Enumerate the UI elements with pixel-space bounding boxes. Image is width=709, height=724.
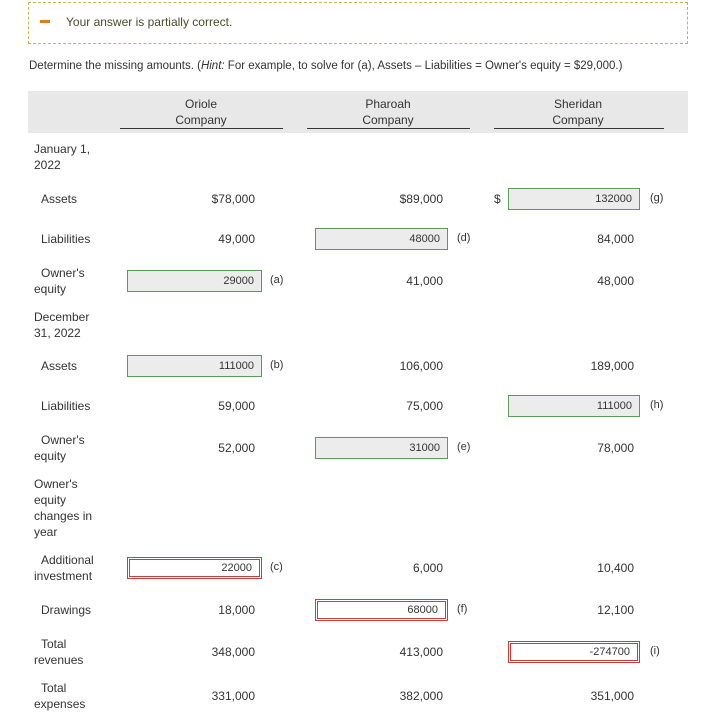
answer-input[interactable]: 68000 — [315, 599, 448, 621]
column-header: Oriole Company — [175, 97, 227, 127]
row-label: Liabilities — [41, 232, 91, 246]
amount: 6,000 — [412, 561, 443, 575]
amount: 12,100 — [597, 603, 634, 617]
answer-tag: (h) — [650, 399, 664, 411]
answer-input[interactable]: 22000 — [127, 557, 262, 579]
answer-tag: (i) — [650, 645, 660, 657]
column-header: Pharoah Company — [362, 97, 414, 127]
amount: 348,000 — [211, 645, 255, 659]
row-label: Owner's equity — [34, 433, 85, 463]
amount: $78,000 — [211, 192, 255, 206]
answer-input[interactable]: 29000 — [127, 270, 262, 292]
answer-input[interactable]: 111000 — [508, 395, 640, 417]
amount: 18,000 — [218, 603, 255, 617]
partial-icon — [40, 20, 50, 23]
section-label: January 1, 2022 — [34, 142, 91, 172]
amount: 52,000 — [218, 441, 255, 455]
answer-input[interactable]: -274700 — [508, 641, 640, 663]
feedback-text: Your answer is partially correct. — [66, 15, 233, 29]
amount: 49,000 — [218, 232, 255, 246]
currency-sign: $ — [494, 192, 501, 206]
answer-tag: (b) — [270, 359, 284, 371]
answer-tag: (g) — [650, 192, 664, 204]
answer-input[interactable]: 31000 — [315, 437, 448, 459]
amount: 413,000 — [399, 645, 443, 659]
amount: 106,000 — [399, 359, 443, 373]
amount: 84,000 — [597, 232, 634, 246]
answer-input[interactable]: 111000 — [127, 355, 262, 377]
answer-tag: (d) — [457, 232, 471, 244]
amount: 78,000 — [597, 441, 634, 455]
amount: 331,000 — [211, 689, 255, 703]
header-underline — [494, 128, 664, 129]
header-underline — [120, 128, 283, 129]
answer-input[interactable]: 48000 — [315, 228, 448, 250]
section-label: Owner's equity changes in year — [34, 477, 93, 539]
row-label: Assets — [41, 192, 78, 206]
amount: 10,400 — [597, 561, 634, 575]
row-label: Total revenues — [34, 637, 84, 667]
header-band — [28, 91, 688, 133]
hint-text: For example, to solve for (a), Assets – … — [224, 60, 623, 72]
answer-tag: (e) — [457, 441, 471, 453]
section-label: December 31, 2022 — [34, 310, 90, 340]
row-label: Total expenses — [34, 681, 86, 711]
instruction-text: Determine the missing amounts. ( — [29, 60, 201, 72]
amount: 382,000 — [399, 689, 443, 703]
row-label: Assets — [41, 359, 78, 373]
answer-tag: (f) — [457, 603, 468, 615]
amount: 189,000 — [590, 359, 634, 373]
header-underline — [307, 128, 470, 129]
amount: 75,000 — [406, 399, 443, 413]
instructions: Determine the missing amounts. (Hint: Fo… — [29, 60, 622, 72]
hint-label: Hint: — [200, 60, 225, 72]
amount: 351,000 — [590, 689, 634, 703]
amount: 41,000 — [406, 274, 443, 288]
row-label: Drawings — [41, 603, 92, 617]
feedback-banner: Your answer is partially correct. — [28, 2, 688, 44]
row-label: Liabilities — [41, 399, 91, 413]
answer-tag: (a) — [270, 274, 284, 286]
row-label: Owner's equity — [34, 266, 85, 296]
amount: 48,000 — [597, 274, 634, 288]
answer-input[interactable]: 132000 — [508, 188, 640, 210]
answer-tag: (c) — [270, 561, 283, 573]
amount: 59,000 — [218, 399, 255, 413]
amount: $89,000 — [399, 192, 443, 206]
column-header: Sheridan Company — [552, 97, 604, 127]
row-label: Additional investment — [34, 553, 94, 583]
